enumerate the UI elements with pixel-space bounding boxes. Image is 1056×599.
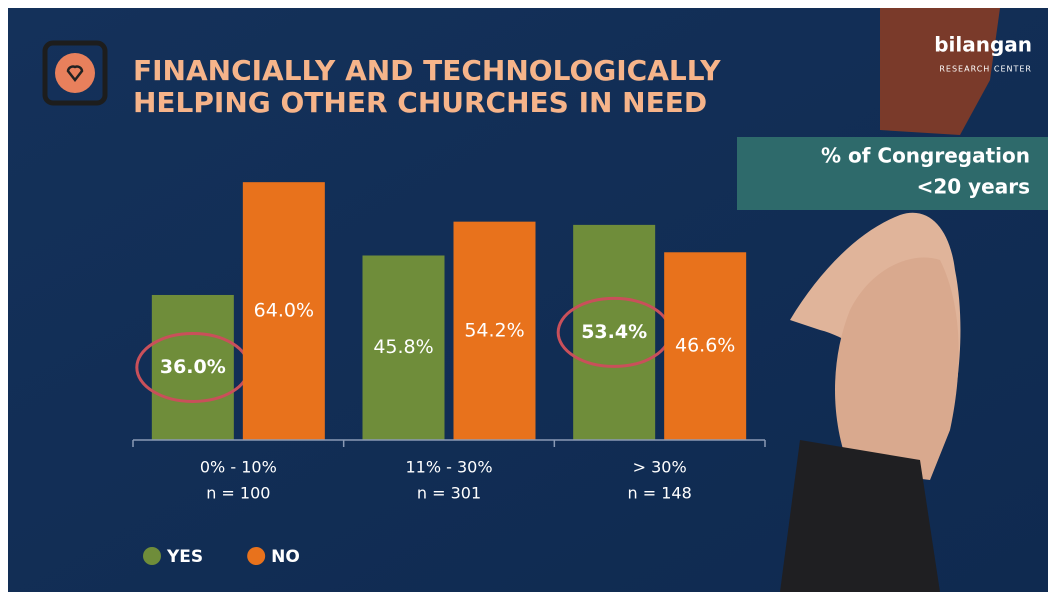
subtitle: % of Congregation: [821, 144, 1030, 168]
bar: [362, 255, 445, 440]
sleeve-top: [880, 8, 1000, 135]
legend-label: NO: [271, 547, 300, 567]
bar: [573, 224, 656, 440]
brand-tagline: RESEARCH CENTER: [939, 65, 1032, 74]
x-tick-label: 0% - 10%: [200, 458, 277, 477]
value-label: 53.4%: [581, 321, 647, 343]
x-tick-label: > 30%: [633, 458, 687, 477]
value-label: 46.6%: [675, 335, 735, 357]
hand-bottom: [835, 257, 959, 480]
bar: [151, 294, 234, 440]
value-label: 64.0%: [254, 300, 314, 322]
legend-swatch: [247, 547, 266, 565]
sample-size: n = 148: [628, 484, 692, 503]
value-label: 36.0%: [160, 356, 226, 378]
subtitle: <20 years: [917, 175, 1030, 199]
sample-size: n = 100: [206, 484, 270, 503]
icon: [42, 40, 108, 106]
legend-swatch: [143, 547, 161, 565]
bar: [453, 221, 536, 440]
value-label: 54.2%: [464, 319, 524, 341]
subtitle-box: [737, 137, 1048, 210]
sleeve-bottom: [780, 440, 940, 592]
bar: [242, 182, 325, 440]
x-tick-label: 11% - 30%: [405, 458, 492, 477]
bar: [664, 252, 747, 440]
brand-name: bilangan: [934, 33, 1032, 57]
sample-size: n = 301: [417, 484, 481, 503]
chart-title: HELPING OTHER CHURCHES IN NEED: [133, 86, 707, 119]
value-label: 45.8%: [373, 336, 433, 358]
legend-label: YES: [166, 547, 203, 567]
chart-title: FINANCIALLY AND TECHNOLOGICALLY: [133, 54, 721, 87]
